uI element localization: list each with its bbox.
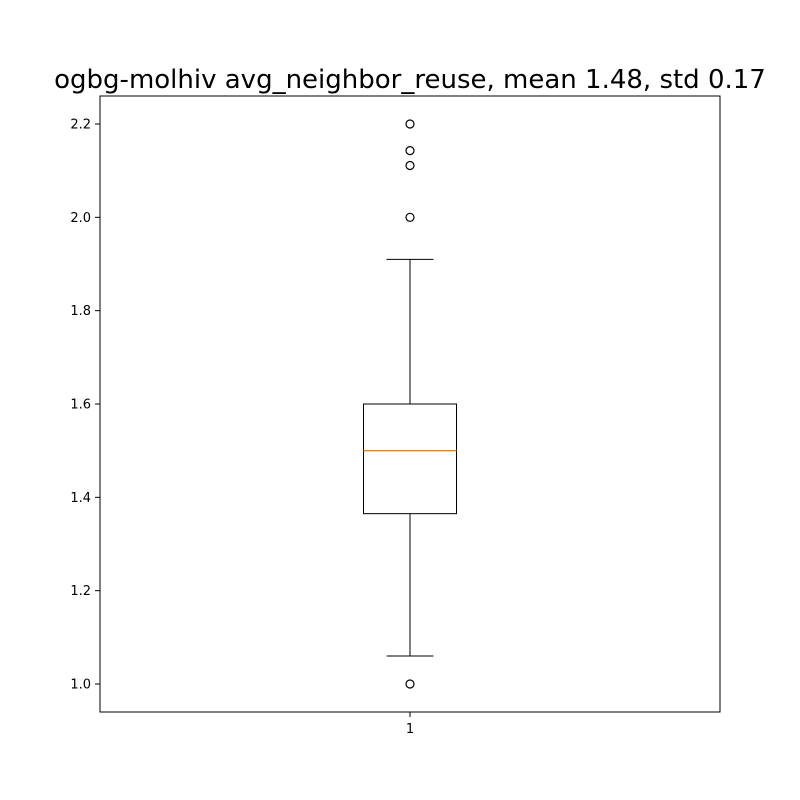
y-tick-label: 1.6 <box>70 398 91 413</box>
iqr-box <box>363 403 457 515</box>
chart-title: ogbg-molhiv avg_neighbor_reuse, mean 1.4… <box>54 65 766 95</box>
outlier-point <box>405 679 415 689</box>
outlier-point <box>405 212 415 222</box>
y-tick-label: 1.2 <box>70 584 91 599</box>
y-tick-label: 1.8 <box>70 304 91 319</box>
y-tick-label: 1.0 <box>70 678 91 693</box>
outlier-point <box>405 160 415 171</box>
y-tick-label: 1.4 <box>70 491 91 506</box>
plot-marks: 1.0 1.2 1.4 1.6 1.8 2.0 2.2 1 <box>70 118 457 737</box>
outlier-point <box>405 146 415 156</box>
y-tick-label: 2.2 <box>70 118 91 133</box>
y-tick-label: 2.0 <box>70 211 91 226</box>
x-tick-label: 1 <box>406 722 414 737</box>
outlier-point <box>405 119 415 129</box>
